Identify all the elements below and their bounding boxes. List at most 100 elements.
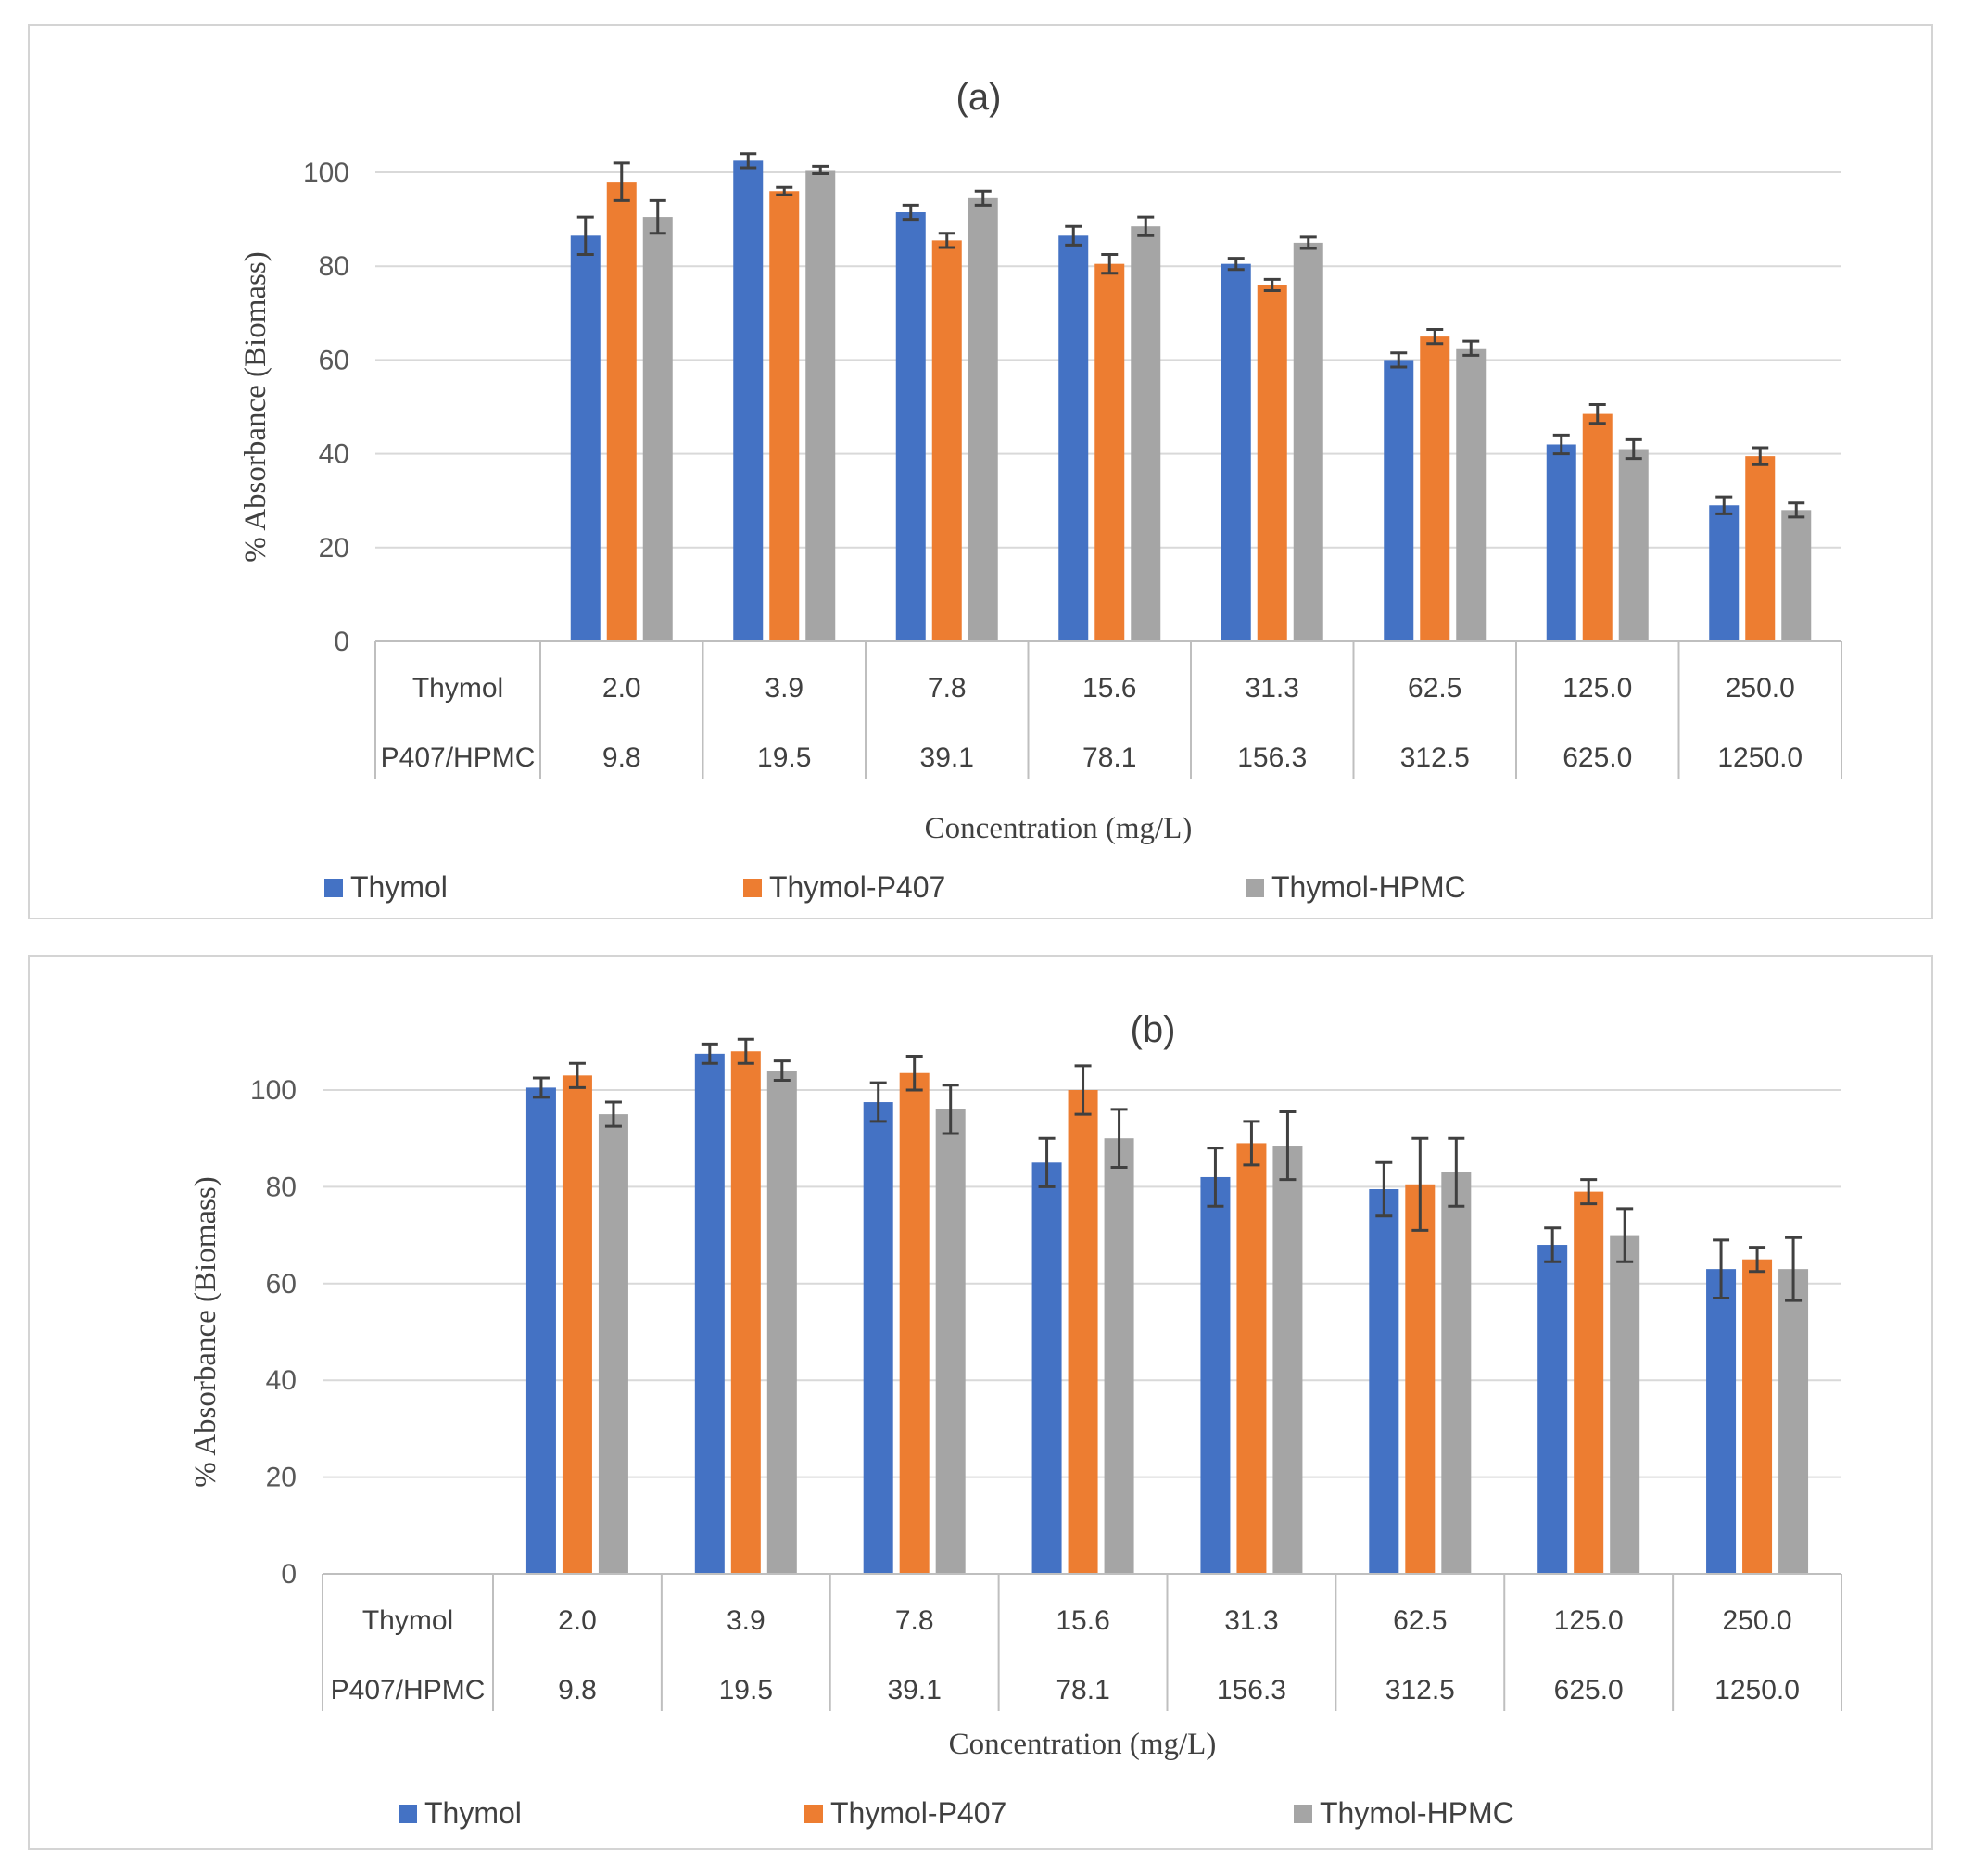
legend-swatch: [1294, 1805, 1312, 1823]
legend-label: Thymol-HPMC: [1271, 870, 1466, 904]
bar: [1420, 336, 1450, 641]
bar: [931, 240, 962, 641]
bar: [1537, 1245, 1568, 1574]
x-tick-label-secondary: 312.5: [1400, 742, 1470, 773]
x-tick-label: 31.3: [1246, 673, 1299, 704]
x-tick-label: 31.3: [1224, 1605, 1278, 1636]
x-tick-label: 2.0: [558, 1605, 597, 1636]
x-tick-label: 125.0: [1554, 1605, 1624, 1636]
y-tick-label: 40: [266, 1365, 297, 1396]
bar: [1582, 413, 1613, 641]
bar: [1456, 348, 1487, 641]
y-tick-label: 0: [281, 1559, 297, 1590]
bar: [694, 1053, 725, 1574]
x-tick-label-secondary: 19.5: [757, 742, 811, 773]
bar: [1257, 285, 1287, 641]
bar: [1546, 444, 1576, 641]
x-tick-label-secondary: 39.1: [887, 1675, 941, 1705]
bar: [863, 1102, 893, 1574]
y-axis-label: % Absorbance (Biomass): [239, 251, 272, 562]
bar: [1781, 510, 1812, 641]
y-tick-label: 20: [319, 533, 349, 564]
chart-panel-b: (b) 0 20 40 60 80 100 % Absorbance (Biomass) Thy…: [28, 955, 1933, 1850]
bar: [730, 1051, 761, 1574]
bar: [968, 197, 998, 641]
bar: [733, 160, 764, 642]
legend-label: Thymol-P407: [830, 1796, 1006, 1830]
bar: [642, 217, 673, 641]
bar: [1221, 263, 1251, 641]
bar: [1058, 235, 1089, 641]
x-tick-label-secondary: 625.0: [1554, 1675, 1624, 1705]
bar: [1778, 1269, 1809, 1574]
bar: [1405, 1184, 1436, 1574]
x-tick-label: 7.8: [928, 673, 967, 704]
x-tick-label-secondary: 312.5: [1385, 1675, 1455, 1705]
legend-swatch: [743, 879, 762, 897]
bar: [1094, 263, 1125, 641]
x-tick-label: 2.0: [602, 673, 641, 704]
row-label-p407-hpmc: P407/HPMC: [381, 742, 536, 773]
bar: [1441, 1172, 1472, 1574]
x-tick-label-secondary: 1250.0: [1714, 1675, 1800, 1705]
y-tick-label: 100: [303, 158, 349, 188]
x-tick-label: 3.9: [727, 1605, 765, 1636]
x-tick-label: 15.6: [1056, 1605, 1109, 1636]
chart-b-svg: (b) 0 20 40 60 80 100 % Absorbance (Biomass) Thy…: [189, 1009, 1842, 1830]
row-label-thymol: Thymol: [362, 1605, 453, 1636]
y-axis-label: % Absorbance (Biomass): [189, 1176, 222, 1487]
x-tick-label-secondary: 9.8: [558, 1675, 597, 1705]
bar: [1131, 226, 1161, 641]
legend-label: Thymol: [350, 870, 448, 904]
chart-panel-a: (a) 0 20 40 60 80 100 % Absorbance (Biomass) Thy…: [28, 24, 1933, 919]
row-label-thymol: Thymol: [412, 673, 503, 704]
y-tick-label: 0: [334, 627, 349, 657]
bar: [1272, 1146, 1303, 1574]
x-tick-label-secondary: 156.3: [1237, 742, 1307, 773]
bar: [525, 1087, 556, 1574]
bar: [895, 212, 926, 641]
x-axis-label: Concentration (mg/L): [949, 1728, 1217, 1761]
bar: [570, 235, 601, 641]
chart-title: (b): [1131, 1009, 1176, 1050]
x-axis-label: Concentration (mg/L): [925, 812, 1193, 845]
x-tick-label-secondary: 78.1: [1056, 1675, 1109, 1705]
x-tick-label: 3.9: [765, 673, 803, 704]
x-tick-label: 250.0: [1726, 673, 1795, 704]
x-tick-label-secondary: 625.0: [1562, 742, 1632, 773]
x-tick-label: 7.8: [895, 1605, 934, 1636]
bar: [805, 170, 836, 641]
bar: [935, 1109, 966, 1574]
bar: [899, 1072, 930, 1574]
bar: [606, 182, 637, 641]
legend-swatch: [804, 1805, 823, 1823]
y-tick-label: 20: [266, 1463, 297, 1493]
y-tick-label: 60: [266, 1269, 297, 1299]
x-tick-label-secondary: 9.8: [602, 742, 641, 773]
row-label-p407-hpmc: P407/HPMC: [331, 1675, 486, 1705]
legend-label: Thymol: [424, 1796, 522, 1830]
bar: [1200, 1176, 1231, 1574]
bar: [1369, 1189, 1399, 1574]
bar: [1104, 1138, 1134, 1574]
x-tick-label-secondary: 19.5: [719, 1675, 773, 1705]
legend-label: Thymol-HPMC: [1320, 1796, 1514, 1830]
y-tick-label: 100: [250, 1075, 297, 1106]
bar: [1384, 360, 1414, 641]
bar: [769, 191, 800, 642]
y-tick-label: 60: [319, 345, 349, 375]
bar: [598, 1114, 628, 1574]
bar: [1574, 1191, 1604, 1574]
x-tick-label-secondary: 78.1: [1082, 742, 1136, 773]
bar: [766, 1071, 797, 1574]
bar: [1293, 242, 1323, 641]
x-tick-label-secondary: 39.1: [920, 742, 974, 773]
bar: [562, 1075, 592, 1574]
y-tick-label: 80: [266, 1172, 297, 1202]
bar: [1031, 1162, 1062, 1574]
chart-a-svg: (a) 0 20 40 60 80 100 % Absorbance (Biomass) Thy…: [239, 77, 1842, 904]
bar: [1709, 505, 1740, 641]
y-tick-label: 40: [319, 439, 349, 470]
x-tick-label: 250.0: [1723, 1605, 1792, 1636]
x-tick-label: 62.5: [1408, 673, 1461, 704]
